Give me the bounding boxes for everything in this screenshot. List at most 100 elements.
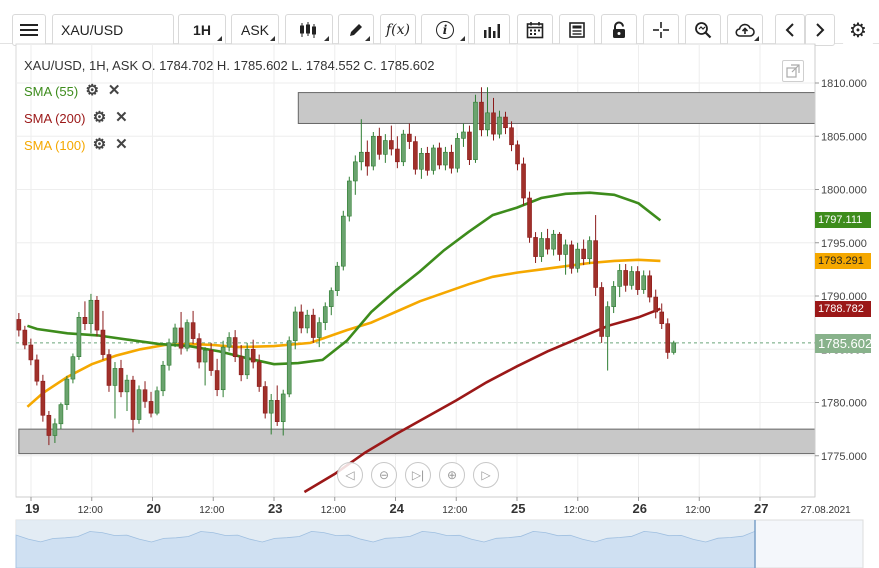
zoom-in-button[interactable]: ⊕ <box>439 462 465 488</box>
candle-body <box>467 131 472 160</box>
lock-button[interactable] <box>601 14 637 46</box>
candle <box>22 325 28 350</box>
reset-view-button[interactable]: ▷| <box>405 462 431 488</box>
candle <box>371 131 376 171</box>
candle <box>232 330 238 363</box>
candle <box>28 338 34 366</box>
candle <box>575 242 580 273</box>
zoom-icon <box>695 22 712 39</box>
zoom-out-button[interactable]: ⊖ <box>371 462 397 488</box>
candle-body <box>491 112 496 135</box>
candle <box>340 210 346 271</box>
candle-body <box>304 314 310 329</box>
candle <box>413 136 418 175</box>
sma200-price-tag: 1788.782 <box>815 300 871 317</box>
candle <box>58 402 64 430</box>
candle-body <box>154 390 160 414</box>
candle <box>250 339 256 369</box>
candle <box>304 309 310 334</box>
candle-body <box>340 215 346 267</box>
candle-body <box>286 340 292 395</box>
price-tick-label: 1775.000 <box>821 451 867 463</box>
candle <box>455 133 460 173</box>
candle <box>389 125 394 156</box>
candle-body <box>455 138 460 169</box>
gear-icon[interactable]: ⚙ <box>85 82 99 99</box>
price-tick-label: 1780.000 <box>821 398 867 410</box>
candle-body <box>160 364 166 392</box>
time-tick-label: 23 <box>268 501 282 516</box>
candle <box>268 393 274 435</box>
chevron-left-icon <box>785 23 794 37</box>
sma55-price-tag: 1797.111 <box>815 212 871 229</box>
candle-body <box>413 141 418 170</box>
candle <box>76 311 82 360</box>
candle <box>629 266 634 290</box>
calendar-button[interactable] <box>517 14 553 46</box>
zoom-in-icon: ⊕ <box>446 468 458 482</box>
candle <box>310 308 316 343</box>
navigator-area[interactable] <box>15 519 864 568</box>
candle-body <box>401 133 406 163</box>
symbol-label: XAU/USD <box>61 22 124 38</box>
close-icon[interactable]: ✕ <box>115 136 128 153</box>
candle-body <box>461 131 466 139</box>
candle-body <box>551 233 556 250</box>
gear-icon[interactable]: ⚙ <box>92 109 107 126</box>
crosshair-button[interactable] <box>643 14 679 46</box>
candle <box>124 374 130 412</box>
candle-body <box>509 127 514 146</box>
candle-body <box>196 338 202 363</box>
candle <box>425 146 430 176</box>
candle-body <box>653 296 659 313</box>
candle <box>160 360 166 397</box>
candle-body <box>70 356 76 380</box>
close-icon[interactable]: ✕ <box>115 109 128 126</box>
pan-left-button[interactable]: ◁ <box>337 462 363 488</box>
time-tick-label: 19 <box>25 501 39 516</box>
candle-body <box>262 386 268 414</box>
close-icon[interactable]: ✕ <box>107 82 121 99</box>
time-tick-label: 12:00 <box>199 505 224 516</box>
pan-right-button[interactable]: ▷ <box>473 462 499 488</box>
candle-body <box>431 147 436 171</box>
candle <box>449 144 454 174</box>
studies-button[interactable] <box>474 14 510 46</box>
menu-button[interactable] <box>12 14 46 46</box>
cloud-button[interactable] <box>727 14 763 46</box>
candle-body <box>449 151 454 169</box>
candle <box>190 310 196 344</box>
timeframe-label: 1H <box>193 22 211 38</box>
function-icon: f(x) <box>385 22 410 38</box>
candle <box>491 97 496 141</box>
gear-icon[interactable]: ⚙ <box>92 136 107 153</box>
candlestick-icon <box>300 22 316 38</box>
draw-tool-button[interactable] <box>338 14 374 46</box>
timeframe-dropdown[interactable]: 1H <box>178 14 226 46</box>
expand-chart-button[interactable] <box>782 60 804 82</box>
scroll-left-button[interactable] <box>775 14 805 46</box>
gear-icon: ⚙ <box>849 19 867 42</box>
price-tick-label: 1805.000 <box>821 131 867 143</box>
settings-button[interactable]: ⚙ <box>843 14 873 46</box>
candle-body <box>268 400 274 414</box>
candle-body <box>22 329 28 346</box>
price-type-dropdown[interactable]: ASK <box>231 14 279 46</box>
candle-body <box>280 393 286 422</box>
chart-type-button[interactable] <box>285 14 333 46</box>
candle-body <box>581 248 586 260</box>
scroll-right-button[interactable] <box>805 14 835 46</box>
candle-body <box>443 151 448 166</box>
time-tick-label: 12:00 <box>564 505 589 516</box>
candle <box>383 134 388 163</box>
candle <box>46 411 52 446</box>
candle-body <box>214 370 220 391</box>
calendar-icon <box>526 22 544 39</box>
candle-body <box>545 238 550 250</box>
candle-body <box>232 337 238 358</box>
support-resistance-zones <box>16 92 816 455</box>
price-zone <box>18 428 816 455</box>
candle <box>551 229 556 256</box>
lock-icon <box>613 21 625 38</box>
